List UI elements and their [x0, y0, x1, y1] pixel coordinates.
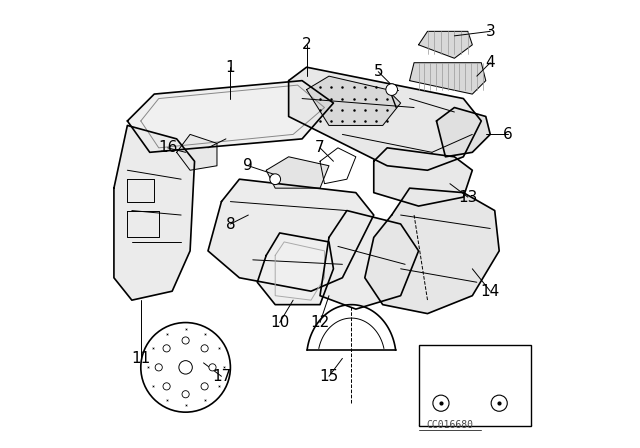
Circle shape	[201, 345, 208, 352]
Circle shape	[163, 383, 170, 390]
Text: 8: 8	[225, 216, 236, 232]
Polygon shape	[410, 63, 486, 94]
Text: 14: 14	[481, 284, 500, 299]
Circle shape	[386, 84, 397, 95]
Text: 2: 2	[301, 37, 312, 52]
Polygon shape	[208, 179, 374, 291]
Circle shape	[163, 345, 170, 352]
Polygon shape	[257, 233, 333, 305]
Circle shape	[182, 391, 189, 398]
Text: 4: 4	[485, 55, 495, 70]
Text: 12: 12	[310, 315, 330, 330]
Polygon shape	[266, 157, 329, 188]
Polygon shape	[486, 372, 504, 385]
Polygon shape	[374, 148, 472, 206]
Circle shape	[433, 395, 449, 411]
Circle shape	[179, 361, 193, 374]
Circle shape	[182, 337, 189, 344]
Text: 6: 6	[503, 127, 513, 142]
Polygon shape	[127, 81, 333, 152]
Polygon shape	[289, 67, 481, 170]
Text: 11: 11	[131, 351, 150, 366]
Polygon shape	[177, 134, 217, 170]
Text: 3: 3	[485, 24, 495, 39]
Text: 16: 16	[158, 140, 177, 155]
Text: 7: 7	[315, 140, 325, 155]
Polygon shape	[307, 305, 396, 350]
Polygon shape	[436, 108, 490, 157]
Polygon shape	[307, 76, 401, 125]
Circle shape	[155, 364, 163, 371]
Circle shape	[141, 323, 230, 412]
Text: 1: 1	[225, 60, 236, 75]
Circle shape	[209, 364, 216, 371]
Text: 13: 13	[458, 190, 477, 205]
Text: 5: 5	[373, 64, 383, 79]
Text: CC016680: CC016680	[426, 420, 474, 430]
Polygon shape	[114, 125, 195, 300]
Polygon shape	[320, 211, 419, 309]
Text: 10: 10	[270, 315, 289, 330]
Polygon shape	[419, 31, 472, 58]
Polygon shape	[428, 367, 513, 403]
Polygon shape	[365, 188, 499, 314]
Text: 9: 9	[243, 158, 253, 173]
Circle shape	[491, 395, 508, 411]
Text: 15: 15	[319, 369, 339, 384]
Circle shape	[201, 383, 208, 390]
Bar	[419, 345, 531, 426]
Text: 17: 17	[212, 369, 231, 384]
Circle shape	[270, 174, 280, 185]
